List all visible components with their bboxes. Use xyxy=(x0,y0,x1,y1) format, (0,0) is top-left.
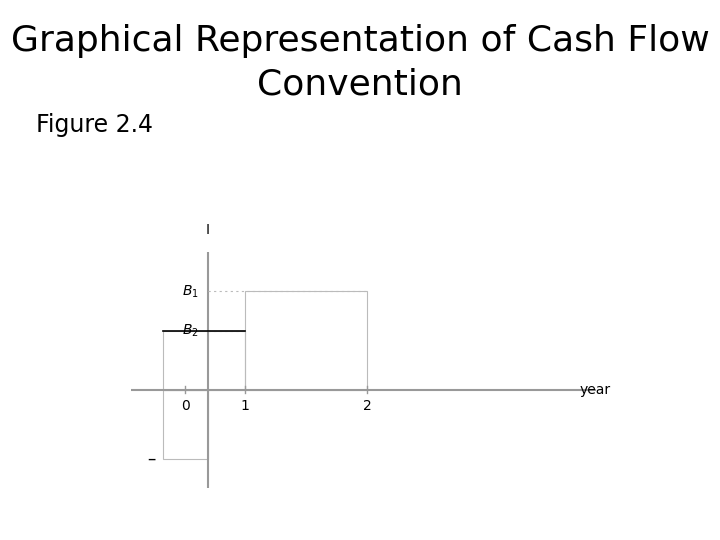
Text: 2: 2 xyxy=(363,399,372,413)
Text: year: year xyxy=(580,383,611,397)
Bar xyxy=(245,291,367,390)
Text: Graphical Representation of Cash Flow: Graphical Representation of Cash Flow xyxy=(11,24,709,58)
Text: 1: 1 xyxy=(240,399,249,413)
Text: $B_1$: $B_1$ xyxy=(181,283,198,300)
Bar xyxy=(163,390,208,459)
Bar xyxy=(163,330,245,390)
Text: $B_2$: $B_2$ xyxy=(181,322,198,339)
Text: Convention: Convention xyxy=(257,68,463,102)
Text: –: – xyxy=(147,450,155,468)
Text: Figure 2.4: Figure 2.4 xyxy=(36,113,153,137)
Text: 0: 0 xyxy=(181,399,189,413)
Text: I: I xyxy=(206,223,210,237)
